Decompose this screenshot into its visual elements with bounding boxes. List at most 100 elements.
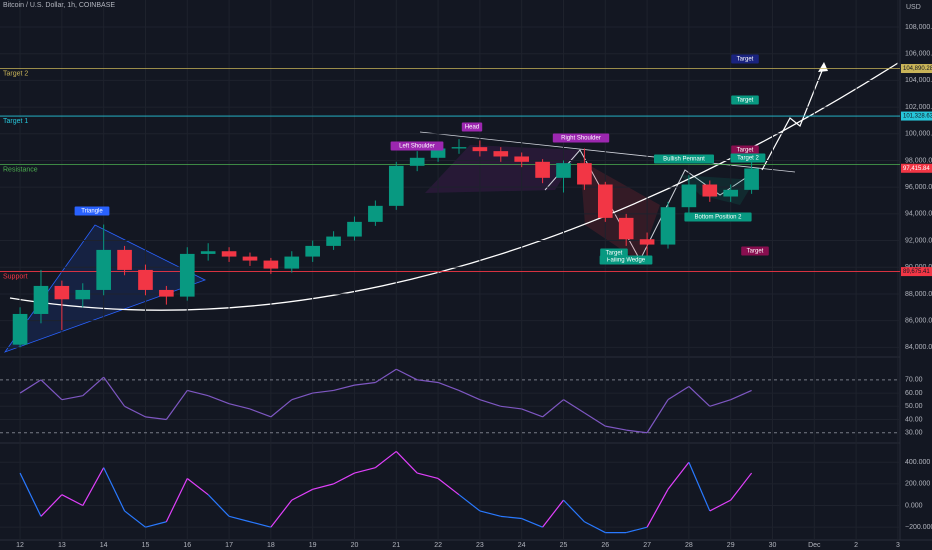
indicator-segment — [186, 477, 209, 496]
annotation: Target — [747, 249, 764, 255]
indicator-segment — [458, 494, 481, 512]
x-tick-label: 24 — [518, 542, 526, 549]
indicator-segment — [40, 494, 63, 517]
head-shoulders-area — [425, 145, 580, 193]
y-tick-label: 60.00 — [905, 390, 923, 397]
indicator-segment — [437, 381, 460, 391]
indicator-segment — [333, 384, 355, 392]
indicator-segment — [375, 450, 397, 469]
indicator-segment — [417, 472, 439, 480]
candle-body — [200, 251, 216, 254]
x-tick-label: 25 — [560, 542, 568, 549]
x-tick-label: 28 — [685, 542, 693, 549]
indicator-segment — [667, 385, 690, 401]
x-tick-label: 17 — [225, 542, 233, 549]
y-tick-label: 94,000.00 — [905, 211, 932, 218]
indicator-segment — [249, 521, 272, 528]
y-tick-label: 92,000.00 — [905, 237, 932, 244]
indicator-segment — [165, 390, 188, 420]
candle-body — [347, 221, 362, 237]
candle-body — [138, 269, 153, 290]
indicator-segment — [730, 389, 752, 401]
x-tick-label: 20 — [351, 542, 359, 549]
indicator-segment — [145, 521, 167, 528]
y-tick-label: 98,000.00 — [905, 157, 932, 164]
indicator-segment — [563, 399, 585, 414]
candle-body — [179, 253, 195, 297]
indicator-segment — [291, 488, 313, 501]
indicator-segment — [626, 526, 648, 534]
price-tag — [901, 111, 932, 121]
candle-body — [388, 165, 404, 206]
candle-body — [639, 239, 655, 245]
indicator-segment — [19, 472, 42, 517]
x-tick-label: 19 — [309, 542, 317, 549]
candle-body — [597, 184, 613, 218]
annotation: Falling Wedge — [607, 258, 646, 264]
annotation-box — [731, 54, 759, 64]
candle-body — [514, 156, 530, 162]
indicator-segment — [626, 429, 648, 434]
indicator-segment — [584, 412, 606, 427]
candle-body — [305, 245, 320, 257]
symbol-title: Bitcoin / U.S. Dollar, 1h, COINBASE — [3, 2, 115, 9]
candle-body — [577, 163, 592, 185]
annotation: Head — [465, 125, 479, 131]
indicator-segment — [500, 405, 522, 410]
y-tick-label: 100,000.00 — [905, 131, 932, 138]
indicator-segment — [103, 376, 126, 407]
indicator-segment — [479, 510, 501, 517]
indicator-segment — [249, 408, 272, 418]
indicator-segment — [207, 395, 230, 405]
indicator-segment — [521, 408, 543, 418]
x-tick-label: 16 — [183, 542, 191, 549]
indicator-segment — [395, 450, 418, 474]
price-tag — [901, 267, 932, 277]
candle-body — [117, 249, 132, 270]
annotation: Target — [737, 57, 754, 63]
indicator-segment — [312, 389, 334, 394]
pennant — [680, 175, 755, 205]
indicator-segment — [124, 510, 146, 528]
last-price-label: 97,415.84 — [903, 166, 930, 172]
indicator-segment — [270, 499, 293, 528]
annotation: Target — [737, 148, 754, 154]
candle-body — [556, 163, 571, 178]
annotation: Left Shoulder — [399, 144, 435, 150]
y-tick-label: 88,000.00 — [905, 291, 932, 298]
indicator-segment — [396, 368, 418, 381]
x-tick-label: 14 — [100, 542, 108, 549]
indicator-segment — [228, 515, 251, 523]
indicator-segment — [354, 381, 376, 386]
y-tick-label: 108,000.00 — [905, 24, 932, 31]
candle-body — [12, 313, 28, 345]
price-tag-label: 89,675.41 — [903, 269, 930, 275]
indicator-segment — [688, 386, 711, 407]
indicator-segment — [333, 472, 355, 485]
annotation: Triangle — [81, 209, 103, 215]
candle-body — [368, 205, 383, 222]
last-price-tag — [901, 163, 932, 173]
annotation: Bullish Pennant — [663, 157, 705, 163]
indicator-segment — [354, 467, 376, 474]
indicator-segment — [479, 399, 501, 407]
candle-body — [430, 148, 446, 158]
annotation-box — [741, 246, 769, 256]
annotation-box — [390, 141, 444, 151]
annotation-box — [654, 154, 714, 164]
indicator-segment — [584, 521, 606, 534]
annotation-box — [552, 133, 610, 143]
indicator-segment — [145, 416, 167, 421]
price-tag — [901, 64, 932, 74]
indicator-segment — [82, 467, 105, 506]
y-tick-label: 0.000 — [905, 502, 923, 509]
level-name: Resistance — [3, 166, 38, 173]
indicator-segment — [187, 389, 209, 397]
candle-body — [681, 184, 697, 208]
y-tick-label: 70.00 — [905, 377, 923, 384]
candle-body — [159, 289, 174, 297]
annotation-box — [730, 153, 766, 163]
y-tick-label: 40.00 — [905, 416, 923, 423]
candle-body — [75, 289, 91, 300]
